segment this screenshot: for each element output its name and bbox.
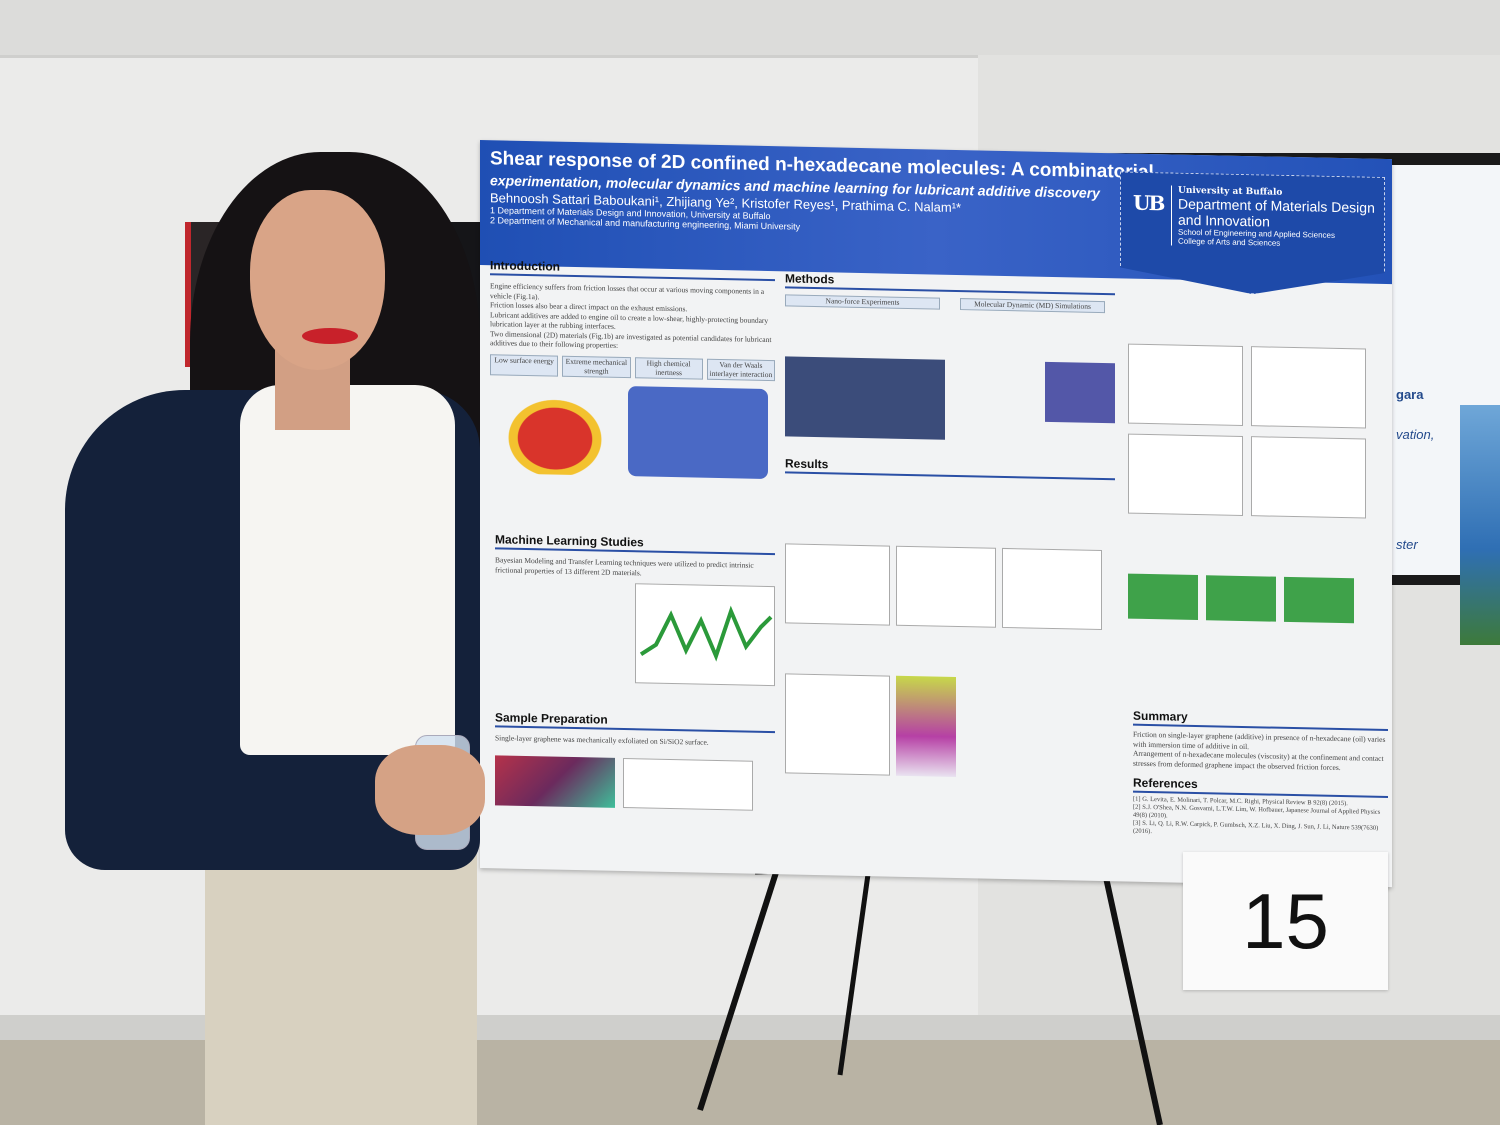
screen-image xyxy=(1460,405,1500,645)
solvation-chart xyxy=(1251,346,1366,429)
poster-number-card: 15 xyxy=(1183,852,1388,990)
section-heading-results: Results xyxy=(785,455,1115,480)
violin-chart xyxy=(1128,433,1243,516)
wall xyxy=(0,0,1500,55)
tv-screen: gara vation, ster xyxy=(1392,165,1500,645)
stress-map xyxy=(1206,575,1276,622)
property-box: Van der Waals interlayer interaction xyxy=(706,358,775,381)
friction-chart xyxy=(896,545,996,628)
stress-map xyxy=(1284,576,1354,624)
department-name: Department of Materials Design and Innov… xyxy=(1178,195,1375,230)
screen-text: ster xyxy=(1396,537,1418,552)
ub-logo: UB xyxy=(1133,190,1164,216)
pants xyxy=(205,820,477,1125)
poster: Shear response of 2D confined n-hexadeca… xyxy=(480,140,1392,888)
pes-line xyxy=(639,605,773,662)
property-box: Extreme mechanical strength xyxy=(562,355,631,378)
section-heading-references: References xyxy=(1133,775,1388,799)
section-heading-sample: Sample Preparation xyxy=(495,710,775,734)
property-box: Low surface energy xyxy=(490,353,559,377)
easel-leg xyxy=(837,859,873,1076)
energy-loss-pie xyxy=(490,382,620,476)
pes-chart xyxy=(635,583,775,687)
summary-bullet: Arrangement of n-hexadecane molecules (v… xyxy=(1133,748,1384,772)
afm-image xyxy=(495,754,615,808)
screen-text: gara xyxy=(1396,387,1424,402)
2d-materials-figure xyxy=(628,385,768,479)
violin-chart xyxy=(1251,436,1366,519)
section-heading-summary: Summary xyxy=(1133,708,1388,732)
md-snapshots xyxy=(896,675,956,777)
ml-lead: Bayesian Modeling and Transfer Learning … xyxy=(495,555,754,577)
property-box: High chemical inertness xyxy=(634,356,703,380)
screen-text: vation, xyxy=(1396,427,1435,442)
solvation-chart xyxy=(1128,343,1243,426)
md-simulation-figure xyxy=(1045,361,1115,423)
raman-spectrum xyxy=(623,757,753,811)
shirt xyxy=(240,385,455,755)
smile xyxy=(302,328,358,344)
hand xyxy=(375,745,485,835)
md-friction-chart xyxy=(785,672,890,776)
stress-map xyxy=(1128,573,1198,621)
friction-chart xyxy=(785,542,890,626)
easel-leg xyxy=(697,859,783,1111)
methods-subheading: Nano-force Experiments xyxy=(785,294,940,310)
afm-setup-figure xyxy=(785,355,945,440)
thickness-chart xyxy=(1002,547,1102,630)
methods-subheading: Molecular Dynamic (MD) Simulations xyxy=(960,298,1105,313)
sample-lead: Single-layer graphene was mechanically e… xyxy=(495,733,709,747)
easel-leg xyxy=(1097,849,1163,1125)
section-heading-ml: Machine Learning Studies xyxy=(495,532,775,556)
